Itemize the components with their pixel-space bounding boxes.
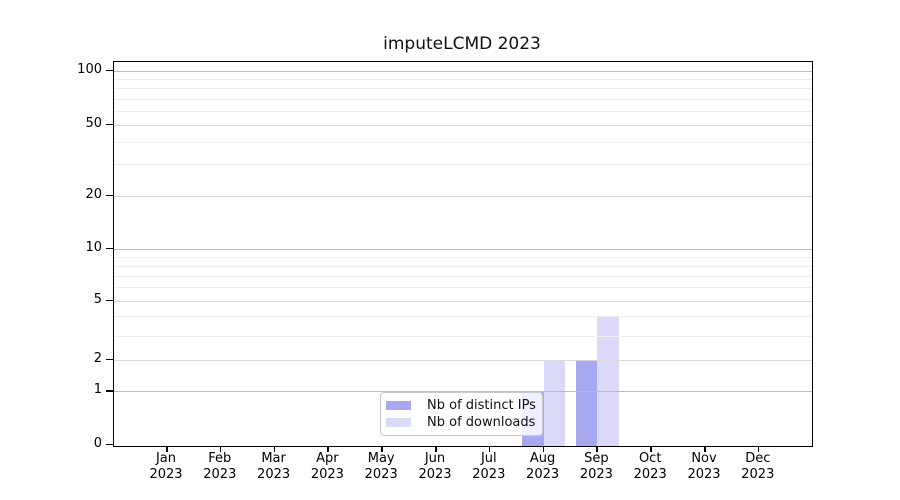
gridline-90: [114, 79, 812, 81]
x-tick-label-sep-2023: Sep 2023: [568, 451, 624, 482]
y-tick-label-100: 100: [77, 61, 102, 77]
x-tick-line: May: [367, 451, 395, 466]
y-tick-label-50: 50: [85, 115, 102, 131]
x-tick-line: 2023: [741, 466, 775, 482]
x-tick-may-2023: [381, 446, 383, 452]
x-tick-jan-2023: [166, 446, 168, 452]
gridline-8: [114, 265, 812, 267]
x-tick-line: 2023: [579, 466, 613, 482]
x-tick-line: 2023: [418, 466, 452, 482]
x-tick-line: 2023: [203, 466, 237, 482]
x-tick-label-nov-2023: Nov 2023: [676, 451, 732, 482]
gridline-40: [114, 142, 812, 144]
y-tick-label-0: 0: [93, 435, 102, 451]
legend-swatch-1: [386, 418, 411, 427]
x-tick-label-oct-2023: Oct 2023: [622, 451, 678, 482]
gridline-7: [114, 275, 812, 277]
x-tick-line: 2023: [257, 466, 291, 482]
gridline-6: [114, 287, 812, 289]
x-tick-jun-2023: [435, 446, 437, 452]
x-tick-line: Dec: [745, 451, 771, 466]
x-tick-mar-2023: [273, 446, 276, 452]
x-tick-oct-2023: [650, 446, 652, 452]
y-tick-50: [106, 123, 113, 126]
x-tick-line: Mar: [261, 451, 286, 466]
gridline-10: [114, 248, 812, 250]
gridline-80: [114, 88, 812, 90]
legend-swatch-0: [386, 401, 411, 410]
x-tick-label-aug-2023: Aug 2023: [515, 451, 571, 482]
x-tick-line: Aug: [529, 451, 556, 466]
y-tick-5: [106, 299, 113, 302]
gridline-60: [114, 110, 812, 112]
x-tick-label-apr-2023: Apr 2023: [299, 451, 355, 482]
legend: Nb of distinct IPs Nb of downloads: [380, 392, 543, 436]
legend-row-1: Nb of downloads: [386, 415, 536, 430]
x-tick-feb-2023: [219, 446, 222, 452]
x-tick-line: Jun: [424, 451, 446, 466]
x-tick-line: Nov: [691, 451, 717, 466]
y-tick-10: [106, 247, 113, 250]
y-tick-100: [106, 69, 113, 72]
bar-sep-2023-s0: [575, 359, 598, 446]
y-tick-label-1: 1: [93, 382, 102, 397]
x-tick-line: Apr: [316, 451, 339, 466]
gridline-1: [114, 391, 812, 392]
x-tick-line: Jan: [155, 451, 177, 466]
x-tick-line: Jul: [480, 451, 497, 466]
x-tick-line: Sep: [584, 451, 609, 466]
x-tick-label-dec-2023: Dec 2023: [730, 451, 786, 482]
x-tick-line: 2023: [364, 466, 398, 482]
bar-aug-2023-s1: [543, 359, 566, 446]
gridline-3: [114, 335, 812, 337]
gridline-50: [114, 124, 812, 126]
x-tick-line: Oct: [638, 451, 662, 466]
x-tick-line: 2023: [310, 466, 344, 482]
x-tick-line: 2023: [687, 466, 721, 482]
gridline-2: [114, 359, 812, 361]
x-tick-line: 2023: [149, 466, 183, 482]
gridline-4: [114, 316, 812, 318]
x-tick-line: Feb: [208, 451, 232, 466]
x-tick-line: 2023: [526, 466, 560, 482]
legend-label-1: Nb of downloads: [427, 415, 536, 430]
x-tick-label-jul-2023: Jul 2023: [461, 451, 517, 482]
x-tick-sep-2023: [596, 446, 598, 452]
x-tick-line: 2023: [472, 466, 506, 482]
y-tick-1: [106, 390, 113, 392]
y-tick-20: [106, 194, 113, 197]
x-tick-label-mar-2023: Mar 2023: [246, 451, 302, 482]
x-tick-aug-2023: [542, 446, 545, 452]
gridline-30: [114, 164, 812, 166]
chart-title: imputeLCMD 2023: [383, 34, 541, 54]
y-tick-0: [106, 443, 113, 445]
y-tick-2: [106, 358, 113, 361]
plot-area: Nb of distinct IPs Nb of downloads: [113, 61, 813, 447]
x-tick-line: 2023: [633, 466, 667, 482]
gridline-70: [114, 98, 812, 100]
x-tick-label-jun-2023: Jun 2023: [407, 451, 463, 482]
x-tick-apr-2023: [327, 446, 329, 452]
legend-row-0: Nb of distinct IPs: [386, 398, 536, 413]
x-tick-label-feb-2023: Feb 2023: [192, 451, 248, 482]
gridline-9: [114, 256, 812, 258]
y-tick-label-5: 5: [93, 291, 102, 307]
gridline-5: [114, 300, 812, 302]
y-tick-label-10: 10: [85, 239, 102, 255]
bar-sep-2023-s1: [597, 316, 619, 446]
x-tick-label-jan-2023: Jan 2023: [138, 451, 194, 482]
y-tick-label-20: 20: [85, 186, 102, 202]
gridline-100: [114, 70, 812, 72]
x-tick-dec-2023: [757, 446, 760, 452]
legend-label-0: Nb of distinct IPs: [427, 398, 536, 413]
x-tick-nov-2023: [704, 446, 706, 452]
y-tick-label-2: 2: [93, 350, 102, 366]
x-tick-jul-2023: [488, 446, 491, 452]
gridline-20: [114, 195, 812, 197]
x-tick-label-may-2023: May 2023: [353, 451, 409, 482]
